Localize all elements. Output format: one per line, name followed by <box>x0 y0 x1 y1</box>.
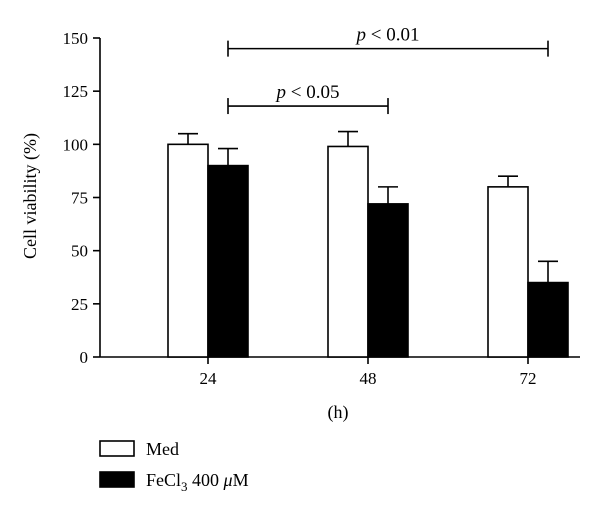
x-tick-label: 72 <box>520 369 537 388</box>
p-value-text: < 0.05 <box>286 82 339 103</box>
legend-label-med: Med <box>146 439 179 459</box>
legend: Med FeCl3 400 μM <box>99 439 249 494</box>
p-value-text: < 0.01 <box>366 25 419 46</box>
legend-fecl3-subscript: 3 <box>181 479 188 494</box>
y-axis: 0 25 50 75 100 125 150 <box>63 29 101 367</box>
x-axis: 24 48 72 <box>100 356 580 388</box>
significance-annotations: p < 0.01p < 0.05 <box>227 25 549 115</box>
y-tick-label: 0 <box>80 348 89 367</box>
bar <box>327 145 369 358</box>
p-symbol: p <box>275 82 287 103</box>
legend-fecl3-suffix: 400 <box>188 470 224 490</box>
y-tick-label: 50 <box>71 242 88 261</box>
significance-label: p < 0.05 <box>275 82 340 103</box>
legend-fecl3-mu: μ <box>223 470 233 490</box>
y-tick-label: 75 <box>71 189 88 208</box>
legend-fecl3-prefix: FeCl <box>146 470 181 490</box>
bar <box>367 203 409 358</box>
x-tick-label: 24 <box>200 369 218 388</box>
legend-swatch-fecl3 <box>99 471 135 488</box>
y-tick-label: 125 <box>63 82 89 101</box>
x-axis-label: (h) <box>328 402 349 423</box>
p-symbol: p <box>355 25 367 46</box>
y-tick-label: 150 <box>63 29 89 48</box>
y-axis-label: Cell viability (%) <box>20 133 41 259</box>
y-tick-label: 100 <box>63 135 89 154</box>
bar <box>167 143 209 358</box>
bar <box>207 164 249 358</box>
legend-fecl3-unit: M <box>233 470 249 490</box>
legend-swatch-med <box>99 440 135 457</box>
x-tick-label: 48 <box>360 369 377 388</box>
y-tick-label: 25 <box>71 295 88 314</box>
bar <box>527 281 569 358</box>
significance-label: p < 0.01 <box>355 25 420 46</box>
bars <box>167 130 569 358</box>
legend-label-fecl3: FeCl3 400 μM <box>146 470 249 494</box>
bar <box>487 186 529 358</box>
